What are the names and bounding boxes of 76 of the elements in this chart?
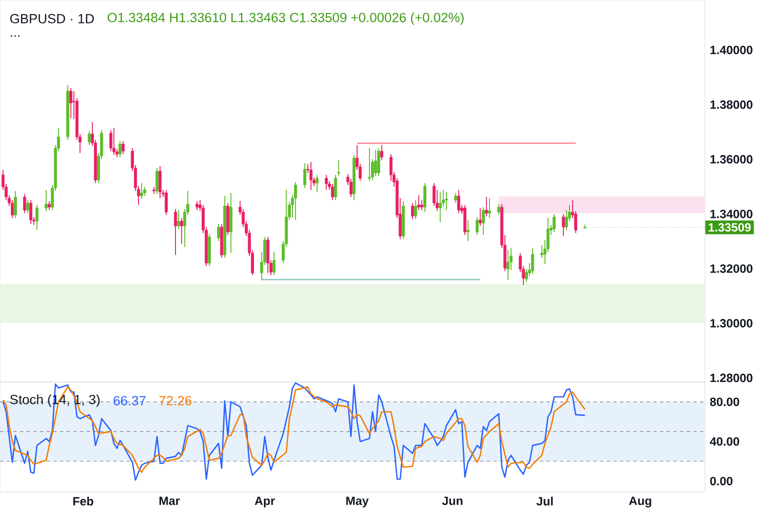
candlestick [23,194,26,214]
text: GBPUSD · 1D [10,14,94,24]
candlestick [380,144,384,161]
series-label: 72.26 [159,396,192,406]
candlestick [484,196,488,217]
candlestick [331,183,334,200]
candlestick [324,174,328,190]
y-tick-label: 1.38000 [710,100,752,109]
candlestick [506,250,510,281]
y-tick-label: 1.40000 [710,46,752,54]
candlestick [478,207,482,226]
candlestick [217,224,220,242]
annotation: 1.33509 [708,223,751,232]
x-tick-label: Feb [73,496,94,506]
candlestick [454,192,458,204]
candlestick [466,220,470,242]
candlestick [411,202,414,220]
candlestick [414,200,418,220]
candlestick [457,189,460,214]
candlestick [118,140,122,158]
candlestick [156,168,158,194]
candlestick [29,200,32,225]
y-tick-label: 1.34000 [710,210,752,218]
candlestick [377,148,380,176]
candlestick [35,204,38,231]
candlestick [294,182,298,220]
candlestick [48,200,51,211]
candlestick [272,251,276,276]
candlestick [417,194,420,211]
candlestick [122,140,125,155]
series-label: 66.37 [114,396,146,406]
candlestick [444,192,448,211]
x-tick-label: Mar [159,496,180,506]
candlestick [316,174,319,193]
candlestick [112,127,116,156]
candlestick [337,160,340,176]
candlestick [476,216,479,236]
y-tick-label: 1.36000 [710,155,752,164]
candlestick [266,236,270,274]
x-tick-label: Apr [254,496,275,508]
y-tick-label: 40.00 [710,437,740,446]
candlestick [88,130,91,146]
y-tick-label: 80.00 [710,398,740,406]
candlestick [164,189,168,216]
annotation: ... [10,35,20,37]
candlestick [158,166,162,199]
candlestick [143,186,146,196]
candlestick [482,206,485,236]
x-tick-label: Aug [629,496,652,508]
candlestick [69,88,72,119]
candlestick [44,189,48,212]
candlestick [374,150,378,176]
text: O1.33484 H1.33610 L1.33463 C1.33509 +0.00026 (+0.02%) [108,12,464,25]
candlestick [423,182,426,213]
candlestick [562,213,565,237]
candlestick [438,192,442,223]
candlestick [303,162,306,188]
x-tick-label: Jun [442,496,462,506]
y-tick-label: 1.32000 [710,264,752,273]
candlestick [552,213,556,232]
candlestick [531,248,534,275]
x-tick-label: Jul [536,496,553,506]
candlestick [334,174,338,200]
y-tick-label: 1.30000 [710,319,752,328]
candlestick [497,204,500,216]
y-tick-label: 0.00 [710,476,732,486]
candlestick [420,200,424,211]
candlestick [109,130,112,152]
x-tick-label: May [346,496,369,508]
candlestick [309,162,312,190]
candlestick [368,148,371,182]
candlestick [140,182,144,200]
candlestick [14,190,17,219]
candlestick [26,200,30,214]
y-tick-label: 1.28000 [710,374,752,382]
candlestick [488,198,491,219]
